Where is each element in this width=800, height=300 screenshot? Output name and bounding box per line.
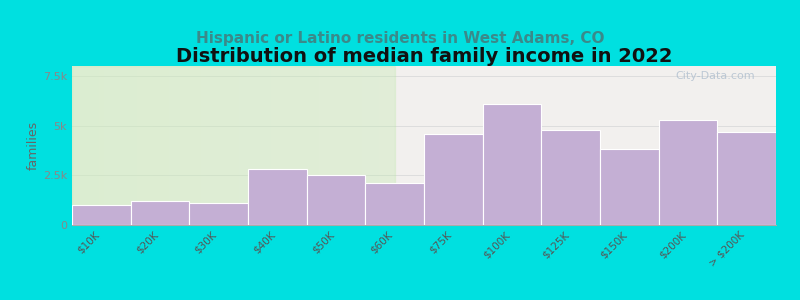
- Bar: [271, 66, 276, 225]
- Bar: [482, 104, 542, 225]
- Bar: [250, 66, 255, 225]
- Bar: [206, 66, 212, 225]
- Bar: [309, 66, 314, 225]
- Bar: [352, 66, 357, 225]
- Bar: [153, 66, 158, 225]
- Bar: [378, 66, 384, 225]
- Bar: [718, 132, 776, 225]
- Bar: [293, 66, 298, 225]
- Bar: [255, 66, 260, 225]
- Bar: [330, 66, 335, 225]
- Text: City-Data.com: City-Data.com: [675, 71, 755, 81]
- Bar: [346, 66, 352, 225]
- Bar: [303, 66, 309, 225]
- Bar: [120, 66, 126, 225]
- Bar: [174, 66, 179, 225]
- Bar: [88, 66, 94, 225]
- Bar: [384, 66, 390, 225]
- Bar: [201, 66, 206, 225]
- Bar: [115, 66, 120, 225]
- Bar: [600, 149, 658, 225]
- Bar: [390, 66, 394, 225]
- Bar: [72, 66, 394, 225]
- Bar: [110, 66, 115, 225]
- Bar: [158, 66, 163, 225]
- Bar: [130, 201, 190, 225]
- Text: Hispanic or Latino residents in West Adams, CO: Hispanic or Latino residents in West Ada…: [196, 32, 604, 46]
- Bar: [179, 66, 185, 225]
- Bar: [94, 66, 99, 225]
- Bar: [137, 66, 142, 225]
- Bar: [314, 66, 319, 225]
- Bar: [373, 66, 378, 225]
- Bar: [190, 66, 196, 225]
- Bar: [228, 66, 234, 225]
- Title: Distribution of median family income in 2022: Distribution of median family income in …: [176, 47, 672, 66]
- Bar: [169, 66, 174, 225]
- Bar: [298, 66, 303, 225]
- Bar: [72, 205, 130, 225]
- Bar: [368, 66, 373, 225]
- Bar: [366, 183, 424, 225]
- Bar: [287, 66, 293, 225]
- Bar: [196, 66, 201, 225]
- Bar: [357, 66, 362, 225]
- Bar: [147, 66, 153, 225]
- Bar: [104, 66, 110, 225]
- Bar: [424, 134, 482, 225]
- Bar: [163, 66, 169, 225]
- Bar: [82, 66, 88, 225]
- Bar: [78, 66, 82, 225]
- Bar: [72, 66, 78, 225]
- Bar: [244, 66, 250, 225]
- Bar: [542, 130, 600, 225]
- Bar: [276, 66, 282, 225]
- Bar: [99, 66, 104, 225]
- Bar: [218, 66, 222, 225]
- Bar: [658, 120, 718, 225]
- Bar: [234, 66, 238, 225]
- Bar: [325, 66, 330, 225]
- Bar: [222, 66, 228, 225]
- Y-axis label: families: families: [27, 121, 40, 170]
- Bar: [260, 66, 266, 225]
- Bar: [306, 175, 366, 225]
- Bar: [319, 66, 325, 225]
- Bar: [341, 66, 346, 225]
- Bar: [248, 169, 306, 225]
- Bar: [190, 203, 248, 225]
- Bar: [212, 66, 217, 225]
- Bar: [185, 66, 190, 225]
- Bar: [335, 66, 341, 225]
- Bar: [131, 66, 137, 225]
- Bar: [238, 66, 244, 225]
- Bar: [362, 66, 368, 225]
- Bar: [282, 66, 287, 225]
- Bar: [142, 66, 147, 225]
- Bar: [266, 66, 271, 225]
- Bar: [126, 66, 131, 225]
